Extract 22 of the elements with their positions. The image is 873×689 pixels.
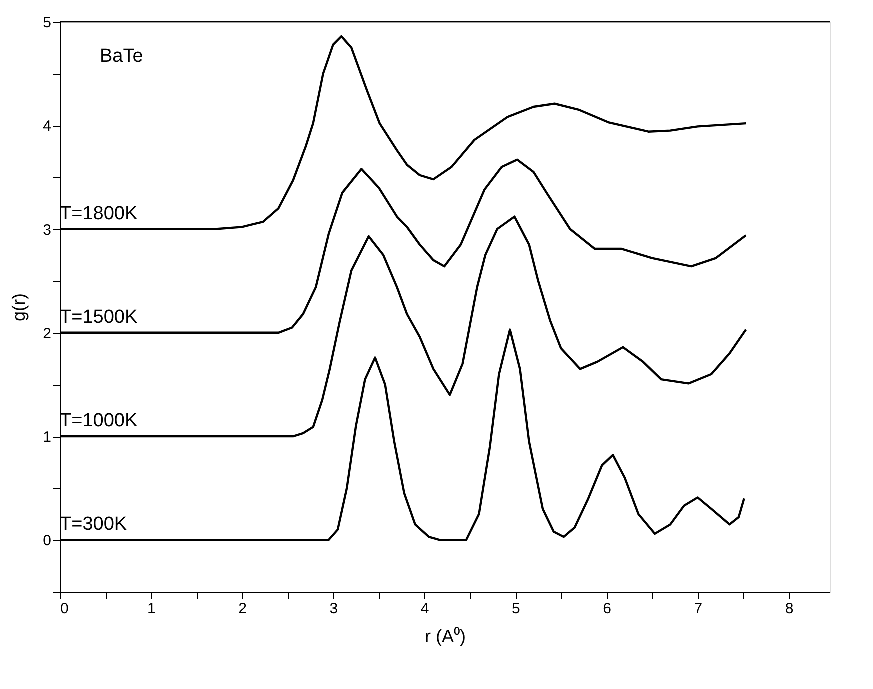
- x-tick-label: 0: [60, 600, 69, 618]
- x-tick-label: 2: [238, 600, 247, 618]
- x-tick-label: 7: [694, 600, 703, 618]
- x-tick-label: 6: [603, 600, 612, 618]
- y-tick-label: 5: [43, 14, 52, 32]
- y-tick-label: 2: [43, 325, 52, 342]
- series-label: T=1000K: [60, 410, 138, 432]
- x-tick-label: 3: [330, 600, 338, 618]
- annotation: BaTe: [100, 46, 144, 67]
- x-axis-title: r (A⁰): [425, 626, 466, 646]
- x-tick-label: 5: [512, 600, 520, 618]
- y-tick-label: 0: [43, 532, 52, 550]
- y-axis-title: g(r): [9, 294, 30, 322]
- x-tick-label: 8: [785, 600, 794, 618]
- x-tick-label: 4: [420, 600, 430, 618]
- y-tick-label: 4: [43, 118, 52, 136]
- series-label: T=300K: [60, 514, 128, 536]
- y-tick-label: 1: [43, 429, 52, 446]
- y-tick-label: 3: [43, 222, 52, 239]
- series-label: T=1800K: [60, 203, 138, 224]
- x-tick-label: 1: [147, 600, 156, 618]
- series-label: T=1500K: [60, 306, 138, 328]
